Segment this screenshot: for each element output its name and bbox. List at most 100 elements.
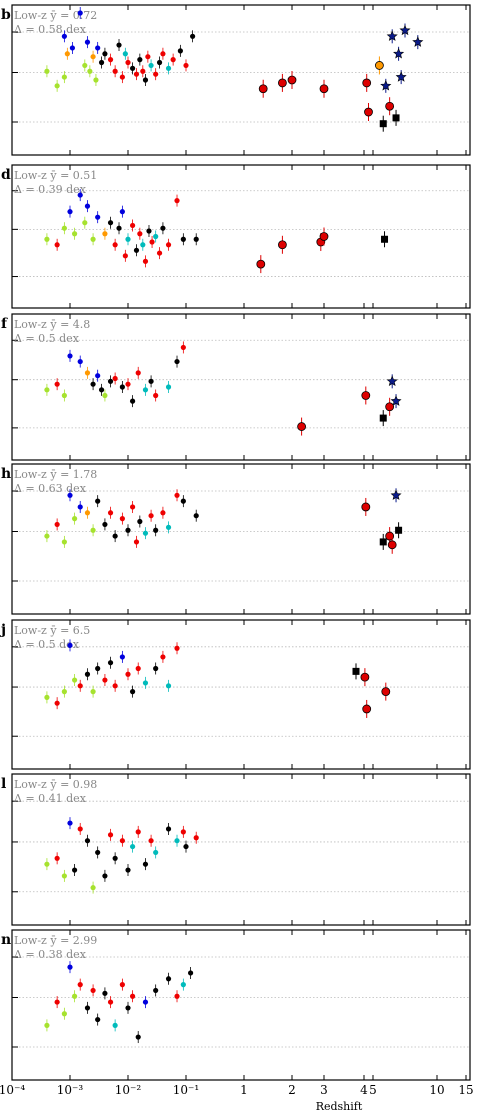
data-point	[71, 231, 78, 237]
data-point	[148, 513, 154, 519]
data-point	[54, 83, 60, 89]
data-point	[119, 74, 125, 80]
data-point	[107, 220, 114, 226]
data-point	[71, 516, 78, 522]
data-point	[77, 504, 83, 510]
data-point	[170, 57, 176, 63]
data-point	[119, 209, 125, 215]
data-point-star	[390, 489, 402, 500]
data-point	[125, 1005, 131, 1011]
x-tick-label: 3	[320, 1083, 328, 1097]
data-point-square	[352, 667, 360, 675]
data-point-square	[379, 120, 387, 128]
data-point	[142, 77, 149, 83]
data-point	[44, 861, 50, 867]
x-tick-label: 10⁻⁴	[0, 1083, 25, 1097]
data-point	[193, 513, 199, 519]
data-point	[180, 344, 186, 351]
data-point	[54, 999, 60, 1005]
data-point-circle	[362, 704, 372, 714]
data-point	[44, 68, 50, 74]
data-point	[148, 62, 154, 69]
data-point	[107, 832, 114, 838]
data-point	[84, 203, 91, 209]
data-point	[129, 504, 136, 510]
data-point	[153, 527, 159, 533]
data-point	[160, 654, 166, 660]
data-point	[160, 51, 166, 57]
data-point	[67, 353, 73, 359]
data-point	[183, 843, 189, 850]
data-point	[77, 683, 83, 689]
data-point	[102, 231, 108, 237]
data-point	[142, 387, 149, 393]
panel-stat-scatter: Δ = 0.5 dex	[14, 638, 80, 651]
data-point	[64, 51, 70, 57]
data-point	[61, 873, 67, 879]
data-point	[137, 518, 143, 525]
data-point	[84, 510, 91, 516]
panel-stat-scatter: Δ = 0.5 dex	[14, 332, 80, 345]
data-point	[77, 826, 83, 832]
x-tick-label: 2	[288, 1083, 296, 1097]
data-point	[160, 225, 166, 231]
data-point	[90, 54, 96, 60]
data-point-square	[381, 235, 389, 243]
data-point	[187, 970, 194, 976]
data-point	[107, 378, 114, 384]
data-point	[174, 198, 180, 204]
data-point	[98, 59, 105, 66]
data-point	[125, 59, 131, 66]
data-point	[93, 77, 99, 83]
data-point	[61, 33, 67, 39]
data-point	[61, 689, 67, 695]
data-point	[142, 680, 149, 686]
panel-stat-mean: Low-z ȳ = 0.72	[14, 9, 97, 22]
data-point	[67, 964, 73, 970]
data-point-circle	[361, 502, 371, 512]
panel-stat-mean: Low-z ȳ = 0.98	[14, 778, 97, 791]
data-point-circle	[385, 101, 395, 111]
data-point	[125, 381, 131, 387]
data-point	[180, 982, 186, 988]
data-point	[165, 826, 172, 832]
data-point	[77, 10, 83, 16]
data-point	[67, 820, 73, 826]
data-point	[116, 42, 122, 48]
data-point	[129, 222, 136, 229]
data-point	[165, 242, 172, 248]
x-tick-label: 5	[369, 1083, 377, 1097]
data-point-circle	[364, 107, 373, 117]
data-point	[180, 829, 186, 835]
data-point	[102, 873, 108, 879]
data-point	[156, 59, 163, 66]
panel-frame-d	[11, 164, 471, 309]
data-point	[69, 45, 76, 51]
data-point	[77, 192, 83, 198]
data-point	[125, 671, 131, 677]
data-point	[129, 398, 136, 404]
data-point-circle	[387, 540, 397, 550]
data-point	[174, 492, 180, 498]
data-point	[153, 392, 159, 399]
panel-frame-l	[11, 773, 471, 926]
data-point	[54, 242, 60, 248]
data-point	[107, 510, 114, 516]
data-point	[102, 392, 108, 399]
data-point	[153, 665, 159, 672]
data-point	[98, 387, 105, 393]
data-point	[165, 524, 172, 530]
data-point-circle	[297, 422, 307, 431]
data-point	[140, 242, 146, 248]
data-point	[61, 539, 67, 545]
data-point	[125, 236, 131, 242]
data-point-star	[386, 30, 398, 41]
data-point-star	[399, 24, 411, 36]
data-point	[90, 236, 96, 242]
data-point-star	[390, 395, 402, 406]
data-point	[142, 861, 149, 867]
panel-letter: n	[1, 932, 11, 948]
data-point	[119, 516, 125, 522]
data-point	[102, 990, 108, 996]
data-point	[71, 867, 78, 873]
